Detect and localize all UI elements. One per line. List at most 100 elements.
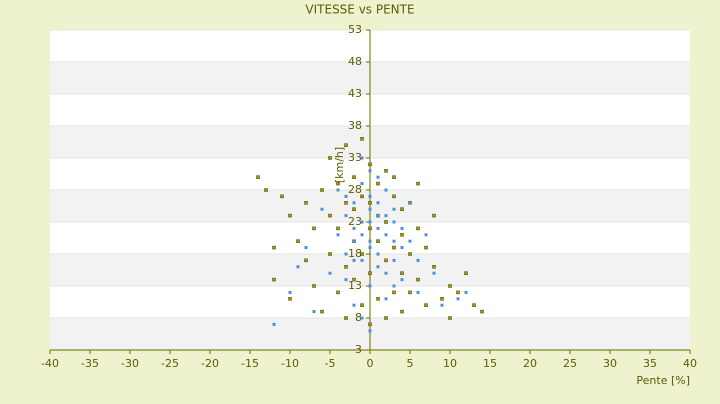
point bbox=[376, 226, 380, 230]
point bbox=[376, 297, 380, 301]
point bbox=[320, 207, 324, 211]
point bbox=[312, 310, 316, 314]
point bbox=[376, 252, 380, 256]
point bbox=[304, 201, 308, 205]
point bbox=[408, 239, 412, 243]
point bbox=[360, 252, 364, 256]
point bbox=[432, 271, 436, 275]
point bbox=[344, 201, 348, 205]
point bbox=[400, 246, 404, 250]
point bbox=[360, 303, 364, 307]
point bbox=[376, 175, 380, 179]
point bbox=[424, 303, 428, 307]
point bbox=[408, 252, 412, 256]
x-tick-label: -40 bbox=[41, 357, 59, 370]
chart-title: VITESSE vs PENTE bbox=[305, 3, 414, 17]
x-tick-label: 5 bbox=[407, 357, 414, 370]
point bbox=[360, 182, 364, 186]
point bbox=[336, 233, 340, 237]
point bbox=[384, 297, 388, 301]
point bbox=[456, 297, 460, 301]
point bbox=[400, 278, 404, 282]
point bbox=[368, 162, 372, 167]
point bbox=[328, 213, 332, 218]
point bbox=[392, 284, 396, 288]
point bbox=[392, 290, 396, 295]
y-tick-label: 48 bbox=[348, 55, 362, 68]
point bbox=[360, 220, 364, 224]
y-tick-label: 38 bbox=[348, 119, 362, 132]
point bbox=[464, 290, 468, 294]
point bbox=[384, 214, 388, 218]
point bbox=[376, 265, 380, 269]
point bbox=[480, 309, 484, 314]
point bbox=[344, 316, 348, 320]
point bbox=[432, 213, 436, 218]
point bbox=[424, 245, 428, 250]
point bbox=[392, 258, 396, 262]
point bbox=[408, 290, 412, 295]
point bbox=[456, 290, 460, 295]
x-tick-label: -35 bbox=[81, 357, 99, 370]
point bbox=[264, 188, 268, 192]
point bbox=[368, 194, 372, 198]
y-tick-label: 13 bbox=[348, 279, 362, 292]
point bbox=[368, 207, 372, 211]
point bbox=[368, 239, 372, 243]
point bbox=[432, 265, 436, 269]
x-tick-label: -20 bbox=[201, 357, 219, 370]
point bbox=[336, 188, 340, 192]
point bbox=[384, 316, 388, 320]
point bbox=[360, 156, 364, 160]
point bbox=[352, 207, 356, 211]
x-tick-label: -10 bbox=[281, 357, 299, 370]
point bbox=[256, 175, 260, 179]
y-tick-label: 28 bbox=[348, 183, 362, 196]
x-axis-label: Pente [%] bbox=[636, 374, 690, 387]
point bbox=[296, 265, 300, 269]
point bbox=[344, 252, 348, 256]
point bbox=[344, 194, 348, 198]
point bbox=[440, 303, 444, 307]
point bbox=[448, 284, 452, 288]
point bbox=[360, 137, 364, 141]
x-tick-label: -5 bbox=[325, 357, 336, 370]
point bbox=[376, 214, 380, 218]
point bbox=[416, 290, 420, 294]
y-tick-label: 3 bbox=[355, 343, 362, 356]
y-tick-label: 8 bbox=[355, 311, 362, 324]
y-tick-label: 33 bbox=[348, 151, 362, 164]
point bbox=[416, 181, 420, 186]
x-tick-label: 30 bbox=[603, 357, 617, 370]
point bbox=[360, 316, 364, 320]
point bbox=[328, 252, 332, 256]
point bbox=[352, 201, 356, 205]
point bbox=[440, 297, 444, 301]
point bbox=[320, 309, 324, 314]
point bbox=[400, 207, 404, 211]
point bbox=[336, 181, 340, 186]
point bbox=[280, 194, 284, 199]
point bbox=[368, 226, 372, 231]
point bbox=[384, 220, 388, 224]
point bbox=[304, 258, 308, 263]
point bbox=[344, 265, 348, 269]
point bbox=[400, 309, 404, 314]
point bbox=[368, 201, 372, 205]
point bbox=[416, 277, 420, 282]
point bbox=[312, 284, 316, 288]
point bbox=[392, 207, 396, 211]
point bbox=[424, 233, 428, 237]
point bbox=[360, 194, 364, 199]
point bbox=[272, 245, 276, 250]
point bbox=[352, 303, 356, 307]
x-tick-label: 15 bbox=[483, 357, 497, 370]
x-tick-label: 0 bbox=[367, 357, 374, 370]
point bbox=[360, 258, 364, 262]
x-tick-label: 35 bbox=[643, 357, 657, 370]
point bbox=[416, 258, 420, 262]
x-tick-label: -30 bbox=[121, 357, 139, 370]
point bbox=[416, 226, 420, 231]
point bbox=[400, 233, 404, 237]
point bbox=[304, 246, 308, 250]
